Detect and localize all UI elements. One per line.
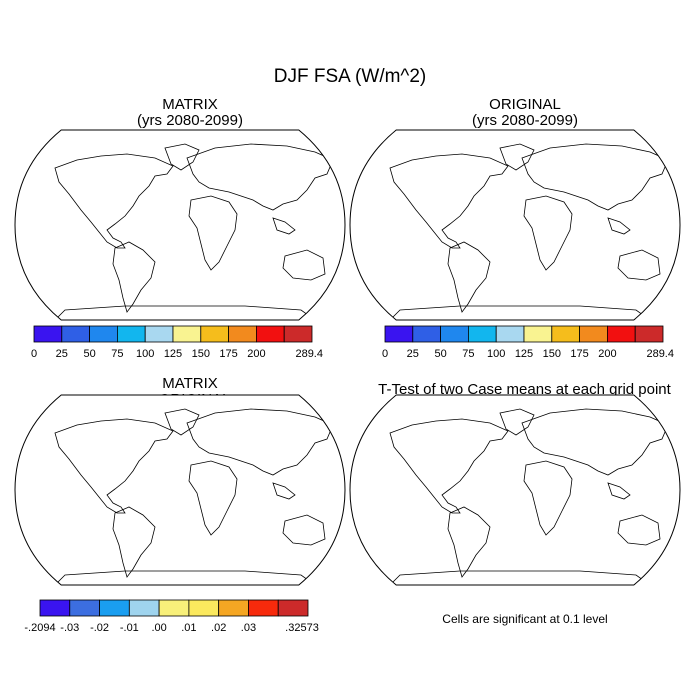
colorbar-swatch <box>579 325 608 343</box>
colorbar-swatch <box>384 325 414 343</box>
significance-note: Cells are significant at 0.1 level <box>442 612 608 626</box>
map-border <box>14 129 346 321</box>
panel-subheading: (yrs 2080-2099) <box>137 112 243 129</box>
colorbar-swatch <box>99 599 130 617</box>
colorbar-tick-label: 75 <box>111 348 123 360</box>
colorbar-tick-label: 100 <box>136 348 154 360</box>
colorbar-tick-label: 100 <box>487 348 505 360</box>
colorbar-swatch <box>607 325 636 343</box>
colorbar-swatch <box>172 325 202 343</box>
colorbar-tick-label: 289.4 <box>646 348 674 360</box>
panel-title-original: ORIGINAL (yrs 2080-2099) <box>360 97 690 129</box>
map-border <box>14 394 346 586</box>
colorbar-swatch <box>440 325 469 343</box>
colorbar-tick-label: -.02 <box>90 622 109 634</box>
colorbar-difference: -.2094 -.03 -.02 -.01 .00 .01 .02 .03 .32573 <box>24 599 319 634</box>
colorbar-tick-label: .02 <box>211 622 226 634</box>
panel-heading: MATRIX <box>162 96 218 113</box>
map-difference <box>14 394 346 586</box>
panel-subheading: (yrs 2080-2099) <box>472 112 578 129</box>
colorbar-swatch <box>33 325 63 343</box>
panel-title-matrix: MATRIX (yrs 2080-2099) <box>25 97 355 129</box>
colorbar-tick-label: 50 <box>83 348 95 360</box>
panel-heading: ORIGINAL <box>489 96 561 113</box>
colorbar-tick-label: 289.4 <box>295 348 323 360</box>
colorbar-tick-label: 50 <box>434 348 446 360</box>
colorbar-swatch <box>467 325 497 343</box>
colorbar-swatch <box>61 325 90 343</box>
colorbar-original: 0 25 50 75 100 125 150 175 200 289.4 <box>382 325 674 360</box>
colorbar-tick-label: 25 <box>407 348 419 360</box>
colorbar-tick-label: 175 <box>570 348 588 360</box>
figure-title: DJF FSA (W/m^2) <box>273 66 427 87</box>
colorbar-swatch <box>523 325 553 343</box>
colorbar-tick-label: -.01 <box>120 622 139 634</box>
colorbar-tick-label: 0 <box>31 348 37 360</box>
colorbar-tick-label: 125 <box>164 348 182 360</box>
colorbar-swatch <box>412 325 441 343</box>
colorbar-swatch <box>144 325 174 343</box>
colorbar-tick-label: -.2094 <box>24 622 55 634</box>
panel-heading: MATRIX <box>162 375 218 392</box>
colorbar-tick-label: .00 <box>151 622 166 634</box>
panel-title-ttest: T-Test of two Case means at each grid po… <box>378 381 671 398</box>
colorbar-swatch <box>277 599 309 617</box>
colorbar-tick-label: .03 <box>241 622 256 634</box>
map-border <box>349 394 681 586</box>
colorbar-swatch <box>158 599 190 617</box>
colorbar-swatch <box>200 325 230 343</box>
colorbar-swatch <box>248 599 279 617</box>
colorbar-tick-label: 200 <box>247 348 265 360</box>
colorbar-tick-label: 150 <box>543 348 561 360</box>
colorbar-swatch <box>39 599 71 617</box>
colorbar-tick-label: 175 <box>219 348 237 360</box>
colorbar-tick-label: 200 <box>598 348 616 360</box>
colorbar-tick-label: 25 <box>56 348 68 360</box>
colorbar-swatch <box>228 325 257 343</box>
map-ttest <box>349 394 681 586</box>
colorbar-swatch <box>495 325 525 343</box>
colorbar-swatch <box>89 325 118 343</box>
colorbar-tick-label: 125 <box>515 348 533 360</box>
colorbar-swatch <box>128 599 160 617</box>
colorbar-swatch <box>255 325 285 343</box>
colorbar-tick-label: 150 <box>192 348 210 360</box>
colorbar-tick-label: .01 <box>181 622 196 634</box>
colorbar-tick-label: 0 <box>382 348 388 360</box>
colorbar-matrix: 0 25 50 75 100 125 150 175 200 289.4 <box>31 325 323 360</box>
map-matrix <box>14 129 346 321</box>
map-original <box>349 129 681 321</box>
colorbar-swatch <box>188 599 220 617</box>
colorbar-swatch <box>634 325 664 343</box>
colorbar-tick-label: .32573 <box>285 622 319 634</box>
map-border <box>349 129 681 321</box>
colorbar-tick-label: 75 <box>462 348 474 360</box>
colorbar-swatch <box>218 599 249 617</box>
colorbar-swatch <box>283 325 313 343</box>
colorbar-swatch <box>551 325 580 343</box>
colorbar-swatch <box>117 325 146 343</box>
colorbar-swatch <box>69 599 100 617</box>
colorbar-tick-label: -.03 <box>60 622 79 634</box>
